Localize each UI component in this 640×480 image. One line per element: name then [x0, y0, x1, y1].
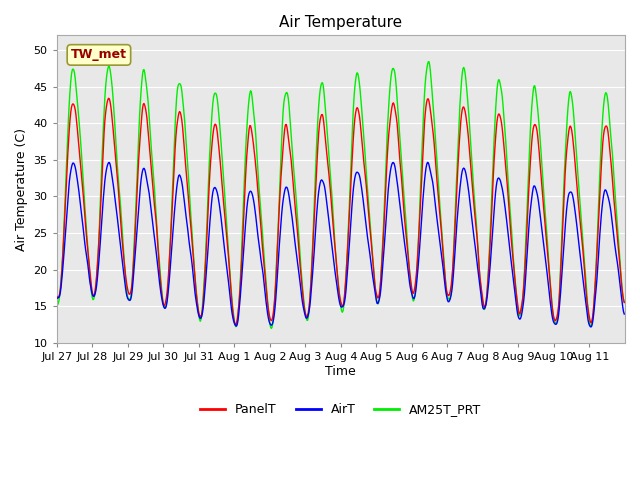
- PanelT: [232, 322, 239, 328]
- Line: AirT: AirT: [57, 162, 624, 327]
- AM25T_PRT: [224, 237, 232, 243]
- AM25T_PRT: [620, 299, 628, 305]
- PanelT: [120, 258, 128, 264]
- AirT: [587, 324, 595, 330]
- AM25T_PRT: [252, 132, 260, 138]
- AM25T_PRT: [425, 59, 433, 64]
- AM25T_PRT: [433, 148, 440, 154]
- Y-axis label: Air Temperature (C): Air Temperature (C): [15, 128, 28, 251]
- AM25T_PRT: [53, 302, 61, 308]
- AirT: [53, 296, 61, 301]
- AM25T_PRT: [120, 244, 127, 250]
- Legend: PanelT, AirT, AM25T_PRT: PanelT, AirT, AM25T_PRT: [195, 398, 486, 421]
- AirT: [120, 273, 128, 279]
- AirT: [274, 264, 282, 269]
- PanelT: [253, 180, 261, 186]
- PanelT: [401, 216, 408, 221]
- Title: Air Temperature: Air Temperature: [279, 15, 403, 30]
- AM25T_PRT: [268, 325, 275, 331]
- Line: AM25T_PRT: AM25T_PRT: [57, 61, 624, 328]
- Line: PanelT: PanelT: [57, 98, 624, 325]
- AirT: [432, 204, 440, 210]
- PanelT: [275, 217, 282, 223]
- Text: TW_met: TW_met: [71, 48, 127, 61]
- PanelT: [53, 294, 61, 300]
- AirT: [400, 234, 408, 240]
- PanelT: [620, 300, 628, 305]
- AM25T_PRT: [400, 190, 408, 196]
- AM25T_PRT: [274, 229, 282, 235]
- PanelT: [105, 96, 113, 101]
- PanelT: [225, 252, 232, 258]
- PanelT: [433, 169, 440, 175]
- AirT: [106, 159, 113, 165]
- AirT: [620, 311, 628, 317]
- AirT: [253, 220, 260, 226]
- X-axis label: Time: Time: [326, 365, 356, 378]
- AirT: [225, 278, 232, 284]
